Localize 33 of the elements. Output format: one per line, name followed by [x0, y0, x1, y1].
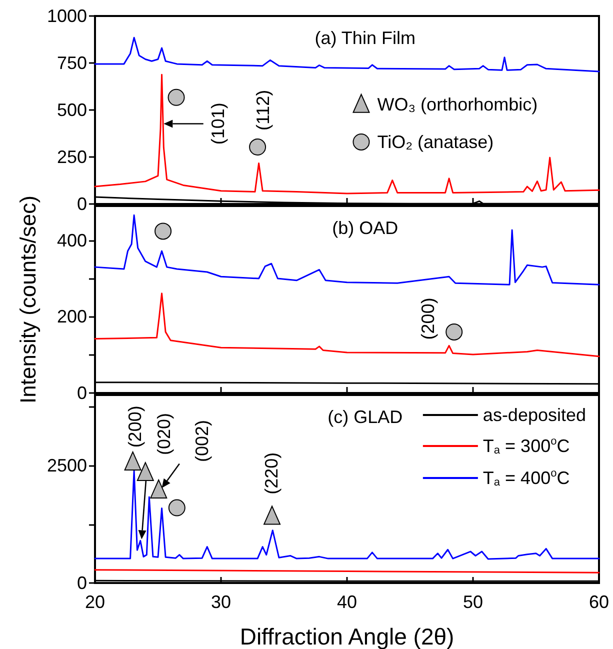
annotation: (200): [125, 406, 146, 448]
line-series: [94, 74, 600, 194]
line-series: [94, 214, 600, 286]
x-tick-label: 30: [210, 592, 232, 612]
annotation: TiO₂ (anatase): [377, 132, 494, 152]
y-tick-label: 2500: [46, 456, 87, 476]
x-tick-label: 20: [84, 592, 106, 612]
text: (b) OAD: [332, 218, 398, 238]
y-tick-label: 250: [56, 147, 87, 167]
annotation: (112): [252, 90, 273, 131]
annotation: (101): [208, 102, 228, 145]
x-tick-label: 40: [336, 592, 358, 612]
text: (a) Thin Film: [314, 28, 416, 48]
y-tick-label: 500: [56, 100, 87, 120]
annotation: (020): [154, 412, 174, 456]
annotation: (220): [262, 452, 282, 494]
x-tick-label: 50: [462, 592, 484, 612]
legend-label: as-deposited: [482, 405, 586, 425]
y-axis-title: Intensity (counts/sec): [16, 196, 40, 404]
annotation: (200): [418, 298, 438, 340]
annotation: (002): [192, 420, 212, 462]
y-tick-label: 750: [56, 53, 87, 73]
y-tick-label: 1000: [46, 6, 87, 26]
y-tick-label: 0: [76, 573, 87, 593]
y-tick-label: 200: [56, 306, 87, 327]
annotation: WO₃ (orthorhombic): [377, 94, 538, 114]
text: (c) GLAD: [328, 407, 403, 427]
y-tick-label: 0: [76, 383, 87, 403]
y-tick-label: 0: [76, 194, 87, 214]
x-axis-title: Diffraction Angle (2θ): [240, 624, 454, 649]
line-series: [94, 292, 600, 358]
x-tick-label: 60: [588, 592, 610, 612]
y-tick-label: 400: [56, 230, 87, 250]
